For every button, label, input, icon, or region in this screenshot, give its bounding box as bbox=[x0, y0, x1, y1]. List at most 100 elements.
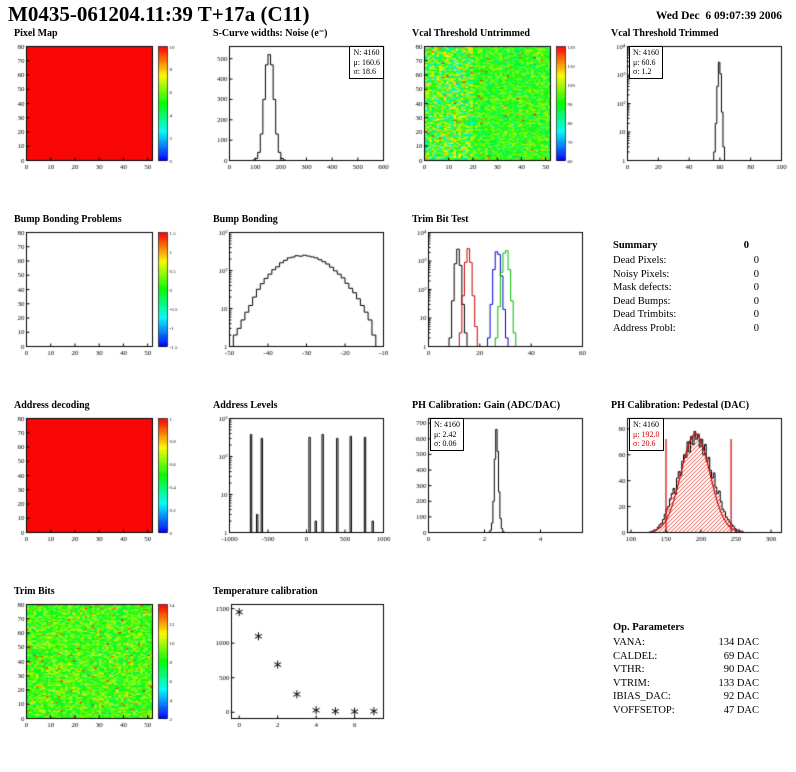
summary-panel: Summary 0 Dead Pixels: 0 Noisy Pixels: 0 M… bbox=[613, 240, 759, 335]
pixel-map-canvas bbox=[0, 38, 196, 176]
summary-label: Noisy Pixels: bbox=[613, 268, 670, 280]
pixel-map-cell: Pixel Map bbox=[0, 26, 199, 212]
op-parameter-label: VOFFSETOP: bbox=[613, 704, 675, 716]
bump-bonding-cell: Bump Bonding bbox=[199, 212, 398, 398]
summary-header: Summary 0 bbox=[613, 240, 759, 251]
op-parameter-label: CALDEL: bbox=[613, 650, 658, 662]
plot-title: S-Curve widths: Noise (e⁻) bbox=[213, 28, 328, 39]
op-parameter-value: 90 DAC bbox=[723, 664, 759, 675]
stat-mu: μ: 2.42 bbox=[434, 429, 457, 439]
stats-box: N: 4160 μ: 60.6 σ: 1.2 bbox=[629, 46, 663, 79]
summary-value: 0 bbox=[753, 255, 759, 266]
op-parameter-row: IBIAS_DAC: 92 DAC bbox=[613, 690, 759, 704]
ph-gain-canvas bbox=[398, 410, 594, 548]
summary-row: Noisy Pixels: 0 bbox=[613, 268, 759, 282]
op-parameter-label: VTHR: bbox=[613, 664, 645, 675]
vcal-untrimmed-canvas bbox=[398, 38, 594, 176]
stats-box: N: 4160 μ: 2.42 σ: 0.06 bbox=[430, 418, 464, 451]
stats-box: N: 4160 μ: 160.6 σ: 18.6 bbox=[349, 46, 384, 79]
bump-problems-canvas bbox=[0, 224, 196, 362]
plot-title: PH Calibration: Gain (ADC/DAC) bbox=[412, 400, 561, 411]
summary-row: Dead Bumps: 0 bbox=[613, 295, 759, 309]
stat-mu: μ: 192.0 bbox=[633, 429, 660, 439]
stats-box: N: 4160 μ: 192.0 σ: 20.6 bbox=[629, 418, 664, 451]
vcal-trimmed-cell: Vcal Threshold Trimmed N: 4160 μ: 60.6 σ… bbox=[597, 26, 796, 212]
op-parameter-row: VTHR: 90 DAC bbox=[613, 663, 759, 677]
op-parameters-panel: Op. Parameters VANA: 134 DAC CALDEL: 69 DA… bbox=[613, 622, 759, 717]
op-parameter-label: IBIAS_DAC: bbox=[613, 691, 671, 702]
address-levels-canvas bbox=[199, 410, 395, 548]
summary-value: 0 bbox=[753, 322, 759, 334]
summary-row: Address Probl: 0 bbox=[613, 322, 759, 336]
plot-title: Trim Bit Test bbox=[412, 214, 469, 225]
summary-label: Address Probl: bbox=[613, 322, 676, 334]
stat-sigma: σ: 18.6 bbox=[353, 67, 377, 77]
ph-pedestal-cell: PH Calibration: Pedestal (DAC) N: 4160 μ… bbox=[597, 398, 796, 584]
op-parameter-label: VANA: bbox=[613, 637, 645, 648]
op-parameter-row: VANA: 134 DAC bbox=[613, 636, 759, 650]
summary-total: 0 bbox=[743, 240, 749, 251]
op-parameters-title: Op. Parameters bbox=[613, 622, 685, 633]
plot-title: Address Levels bbox=[213, 400, 278, 411]
page-title: M0435-061204.11:39 T+17a (C11) bbox=[8, 2, 310, 26]
plot-title: Pixel Map bbox=[14, 28, 58, 39]
vcal-untrimmed-cell: Vcal Threshold Untrimmed bbox=[398, 26, 597, 212]
stat-n: N: 4160 bbox=[633, 420, 659, 429]
summary-label: Mask defects: bbox=[613, 282, 672, 293]
ph-pedestal-canvas bbox=[597, 410, 793, 548]
empty-cell bbox=[398, 584, 597, 770]
plot-title: PH Calibration: Pedestal (DAC) bbox=[611, 400, 750, 411]
plot-grid: Pixel Map S-Curve widths: Noise (e⁻) N: … bbox=[0, 26, 796, 770]
plot-title: Address decoding bbox=[14, 400, 90, 411]
op-parameter-row: VOFFSETOP: 47 DAC bbox=[613, 704, 759, 718]
trim-bits-cell: Trim Bits bbox=[0, 584, 199, 770]
summary-value: 0 bbox=[753, 268, 759, 280]
plot-title: Bump Bonding bbox=[213, 214, 278, 225]
address-levels-cell: Address Levels bbox=[199, 398, 398, 584]
op-parameter-row: CALDEL: 69 DAC bbox=[613, 650, 759, 664]
plot-title: Vcal Threshold Trimmed bbox=[611, 28, 719, 39]
op-parameter-value: 133 DAC bbox=[718, 677, 759, 689]
trim-bit-test-cell: Trim Bit Test bbox=[398, 212, 597, 398]
op-parameter-value: 69 DAC bbox=[723, 650, 759, 662]
address-decoding-cell: Address decoding bbox=[0, 398, 199, 584]
summary-label: Dead Trimbits: bbox=[613, 309, 677, 320]
vcal-trimmed-canvas bbox=[597, 38, 793, 176]
plot-title: Temperature calibration bbox=[213, 586, 318, 597]
summary-row: Dead Trimbits: 0 bbox=[613, 308, 759, 322]
stat-n: N: 4160 bbox=[633, 48, 659, 57]
temperature-calibration-cell: Temperature calibration bbox=[199, 584, 398, 770]
stat-n: N: 4160 bbox=[353, 48, 380, 57]
summary-value: 0 bbox=[753, 295, 759, 307]
op-parameter-value: 47 DAC bbox=[723, 704, 759, 716]
summary-title: Summary bbox=[613, 240, 658, 251]
op-parameters-cell: Op. Parameters VANA: 134 DAC CALDEL: 69 DA… bbox=[597, 584, 796, 770]
plot-title: Vcal Threshold Untrimmed bbox=[412, 28, 530, 39]
stat-sigma: σ: 20.6 bbox=[633, 439, 656, 449]
op-parameter-row: VTRIM: 133 DAC bbox=[613, 677, 759, 691]
stat-sigma: σ: 0.06 bbox=[434, 439, 457, 449]
summary-row: Mask defects: 0 bbox=[613, 281, 759, 295]
op-parameters-header: Op. Parameters bbox=[613, 622, 759, 633]
summary-cell: Summary 0 Dead Pixels: 0 Noisy Pixels: 0 M… bbox=[597, 212, 796, 398]
page-datetime: Wed Dec 6 09:07:39 2006 bbox=[655, 10, 782, 22]
op-parameter-value: 92 DAC bbox=[723, 691, 759, 702]
plot-title: Bump Bonding Problems bbox=[14, 214, 122, 225]
summary-label: Dead Bumps: bbox=[613, 295, 671, 307]
stat-sigma: σ: 1.2 bbox=[633, 67, 652, 77]
summary-value: 0 bbox=[753, 309, 759, 320]
stat-n: N: 4160 bbox=[434, 420, 460, 429]
trim-bits-canvas bbox=[0, 596, 196, 734]
trim-bit-test-canvas bbox=[398, 224, 594, 362]
op-parameter-label: VTRIM: bbox=[613, 677, 650, 689]
temperature-calibration-canvas bbox=[199, 596, 395, 734]
bump-problems-cell: Bump Bonding Problems bbox=[0, 212, 199, 398]
scurve-noise-cell: S-Curve widths: Noise (e⁻) N: 4160 μ: 16… bbox=[199, 26, 398, 212]
summary-row: Dead Pixels: 0 bbox=[613, 254, 759, 268]
stat-mu: μ: 160.6 bbox=[353, 57, 380, 67]
address-decoding-canvas bbox=[0, 410, 196, 548]
stat-mu: μ: 60.6 bbox=[633, 57, 656, 67]
summary-value: 0 bbox=[753, 282, 759, 293]
ph-gain-cell: PH Calibration: Gain (ADC/DAC) N: 4160 μ… bbox=[398, 398, 597, 584]
